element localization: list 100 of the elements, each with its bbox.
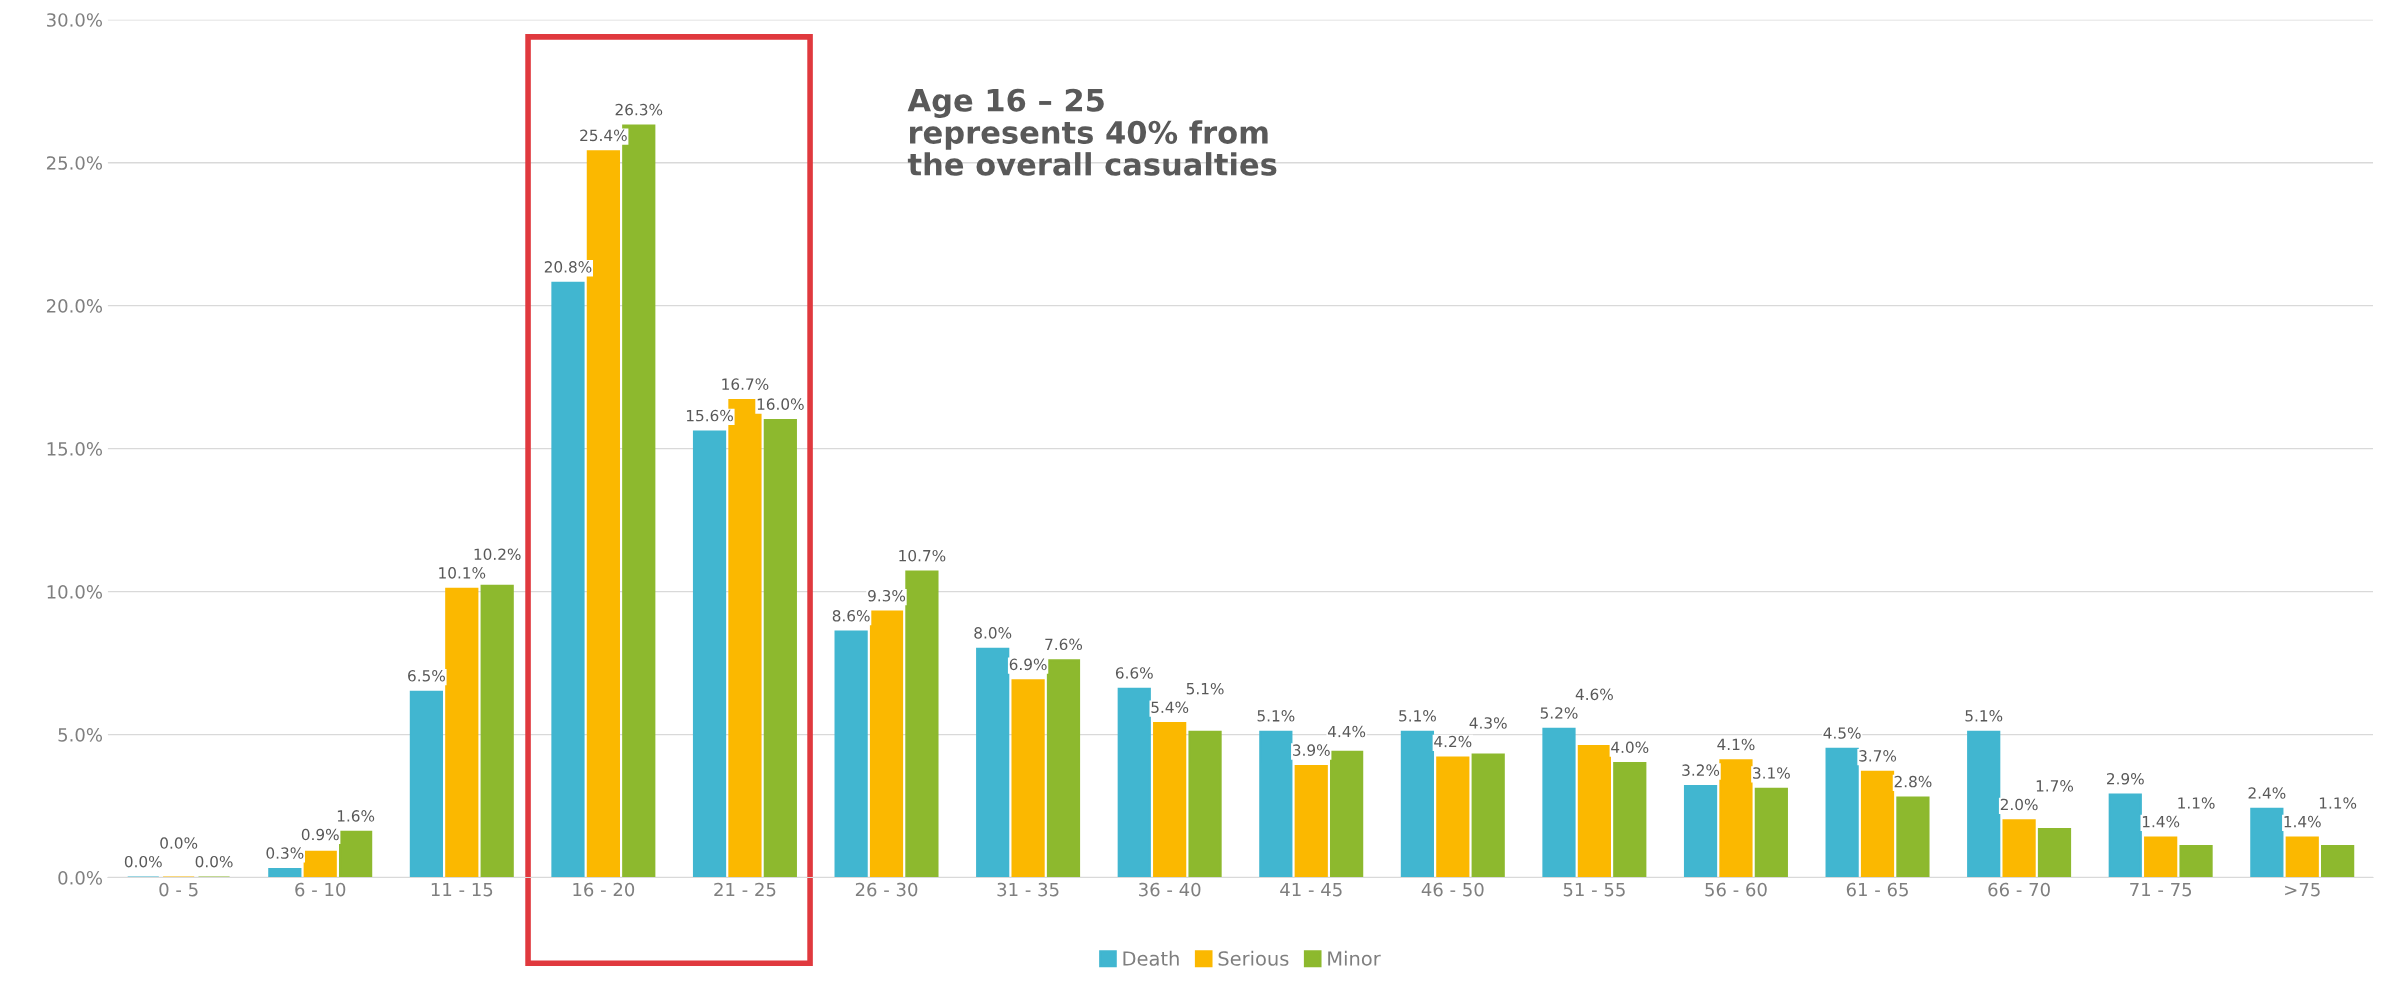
data-label: 4.3% <box>1469 717 1507 729</box>
data-label: 2.9% <box>2106 772 2144 785</box>
data-label: 6.6% <box>1115 667 1153 679</box>
bar <box>1436 756 1470 878</box>
legend-label: Minor <box>1328 950 1381 966</box>
bar <box>1860 770 1895 878</box>
x-tick-label: 16 - 20 <box>573 882 635 897</box>
data-label: 8.0% <box>974 627 1012 639</box>
data-label: 0.0% <box>124 855 162 868</box>
bar <box>869 610 904 878</box>
x-tick-label: 11 - 15 <box>431 882 493 897</box>
data-label: 3.7% <box>1859 750 1897 762</box>
bar <box>1896 796 1930 878</box>
x-tick-label: 26 - 30 <box>855 882 918 897</box>
bar <box>2321 845 2355 878</box>
data-label: 1.4% <box>2284 815 2321 828</box>
bar <box>2037 827 2072 878</box>
legend-label: Death <box>1123 950 1179 966</box>
bar <box>1188 730 1222 878</box>
data-label: 0.0% <box>195 855 233 868</box>
bar <box>1719 759 1753 878</box>
bar <box>1330 750 1364 878</box>
data-label: 1.6% <box>337 810 375 822</box>
y-tick-label: 25.0% <box>46 156 103 170</box>
data-label: 4.0% <box>1611 741 1649 754</box>
data-label: 26.3% <box>615 103 663 116</box>
x-tick-label: 71 - 75 <box>2130 882 2192 897</box>
bar <box>2108 793 2142 878</box>
data-label: 4.2% <box>1434 735 1472 748</box>
data-label: 4.5% <box>1823 727 1861 739</box>
bar <box>1542 727 1576 878</box>
data-label: 6.9% <box>1009 658 1047 671</box>
bar <box>445 587 479 878</box>
annotation: Age 16 – 25 represents 40% from the overall casualties <box>907 88 1277 176</box>
bar <box>2250 807 2284 878</box>
data-label: 1.1% <box>2178 797 2215 809</box>
bar <box>905 570 939 878</box>
x-tick-label: 31 - 35 <box>997 882 1059 897</box>
bar <box>268 867 302 878</box>
data-label: 10.1% <box>439 567 486 579</box>
data-label: 7.6% <box>1045 638 1083 651</box>
bar <box>1153 722 1187 878</box>
bar <box>2179 845 2213 878</box>
bar <box>1683 785 1718 878</box>
bar <box>976 647 1010 878</box>
y-tick-label: 0.0% <box>58 871 103 885</box>
bar <box>339 830 373 878</box>
bar <box>763 419 797 878</box>
data-label: 4.1% <box>1717 738 1755 751</box>
data-label: 5.1% <box>1186 682 1224 695</box>
data-label: 10.7% <box>899 549 946 562</box>
data-label: 9.3% <box>868 589 906 602</box>
bar <box>303 850 337 878</box>
bar <box>1754 787 1788 878</box>
y-tick-label: 15.0% <box>47 442 103 456</box>
bar <box>1259 730 1293 878</box>
y-tick-label: 5.0% <box>58 728 103 742</box>
data-label: 5.2% <box>1540 707 1578 719</box>
bar <box>409 690 444 878</box>
bar <box>2144 836 2178 878</box>
x-tick-label: 51 - 55 <box>1563 882 1625 897</box>
bar <box>1400 730 1435 878</box>
x-tick-label: 21 - 25 <box>714 882 776 897</box>
data-label: 0.3% <box>266 847 304 859</box>
data-label: 8.6% <box>832 609 870 622</box>
data-label: 3.2% <box>1682 764 1720 776</box>
data-label: 5.1% <box>1257 710 1295 722</box>
data-label: 16.7% <box>722 378 769 390</box>
bar <box>480 584 514 878</box>
data-label: 2.0% <box>2000 798 2038 811</box>
bar <box>1294 764 1328 878</box>
data-label: 5.1% <box>1399 710 1436 722</box>
bar <box>1825 747 1859 878</box>
data-label: 10.2% <box>474 548 521 561</box>
x-tick-label: >75 <box>2285 882 2320 897</box>
y-tick-label: 10.0% <box>47 585 103 599</box>
data-label: 5.4% <box>1151 701 1189 714</box>
bar <box>2002 819 2036 878</box>
data-label: 3.1% <box>1753 767 1790 779</box>
x-tick-label: 61 - 65 <box>1846 882 1908 897</box>
x-tick-label: 0 - 5 <box>159 882 198 897</box>
data-label: 20.8% <box>544 261 592 273</box>
legend-label: Serious <box>1218 950 1289 966</box>
data-label: 3.9% <box>1292 744 1330 756</box>
y-tick-label: 30.0% <box>47 13 103 27</box>
data-label: 5.1% <box>1965 710 2003 722</box>
data-label: 1.4% <box>2142 815 2180 828</box>
bar <box>1577 744 1611 878</box>
bar <box>1471 753 1505 878</box>
data-label: 2.4% <box>2248 787 2286 799</box>
bar <box>692 430 727 878</box>
data-label: 1.1% <box>2319 797 2357 809</box>
bar <box>1046 659 1081 878</box>
bar <box>2285 836 2319 878</box>
data-label: 16.0% <box>757 398 804 410</box>
bar <box>551 281 585 878</box>
data-label: 6.5% <box>408 670 445 682</box>
x-tick-label: 46 - 50 <box>1421 882 1484 897</box>
y-tick-label: 20.0% <box>46 299 103 313</box>
data-label: 25.4% <box>580 129 627 142</box>
